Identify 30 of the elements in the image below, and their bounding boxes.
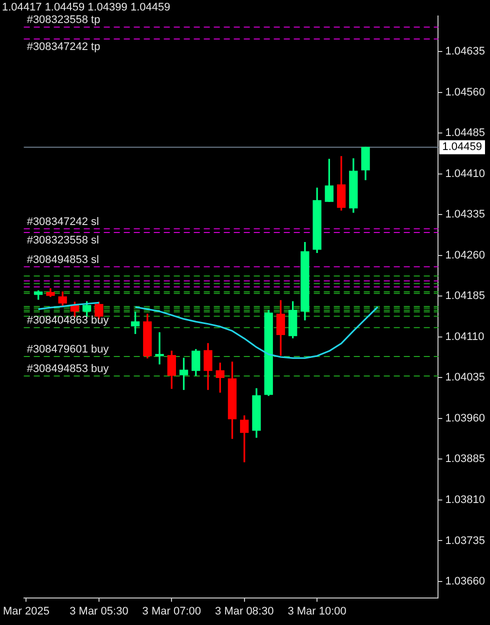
x-tick-label: Mar 2025 [3, 605, 50, 618]
y-tick-label: 1.03960 [445, 412, 486, 424]
ref-line-label: #308323558 sl [26, 234, 100, 247]
x-tick-label: 3 Mar 05:30 [70, 605, 128, 618]
y-tick-label: 1.03885 [445, 453, 486, 466]
y-tick-label: 1.04260 [445, 249, 486, 262]
candlestick [155, 332, 164, 364]
y-tick-label: 1.03810 [445, 494, 486, 506]
ref-line-label: #308494853 buy [26, 363, 110, 376]
ref-line-label: #308323558 tp [26, 14, 100, 26]
ref-line-label: #308494853 sl [26, 254, 100, 266]
y-tick-label: 1.03660 [445, 576, 486, 588]
y-tick-label: 1.04335 [445, 208, 486, 221]
x-tick-label: 3 Mar 10:00 [288, 605, 346, 618]
chart-title: 1.04417 1.04459 1.04399 1.04459 [2, 2, 170, 14]
y-tick-label: 1.04560 [445, 86, 486, 98]
x-tick-label: 3 Mar 08:30 [215, 605, 274, 618]
y-tick-label: 1.04110 [445, 330, 484, 343]
ref-line-label: #308479601 buy [26, 343, 110, 356]
ref-line-label: 1.04459 [442, 141, 482, 154]
y-tick-label: 1.04035 [445, 372, 486, 384]
ref-line-label: #308404863 buy [26, 314, 110, 327]
ref-line-label: #308347242 tp [26, 41, 100, 54]
ref-line-label: #308347242 sl [26, 216, 100, 228]
y-tick-label: 1.04485 [445, 127, 486, 140]
y-tick-label: 1.04410 [445, 168, 486, 180]
y-tick-label: 1.03735 [445, 534, 486, 547]
x-tick-label: 3 Mar 07:00 [142, 605, 202, 618]
y-tick-label: 1.04185 [445, 290, 486, 302]
y-tick-label: 1.04635 [445, 46, 486, 58]
